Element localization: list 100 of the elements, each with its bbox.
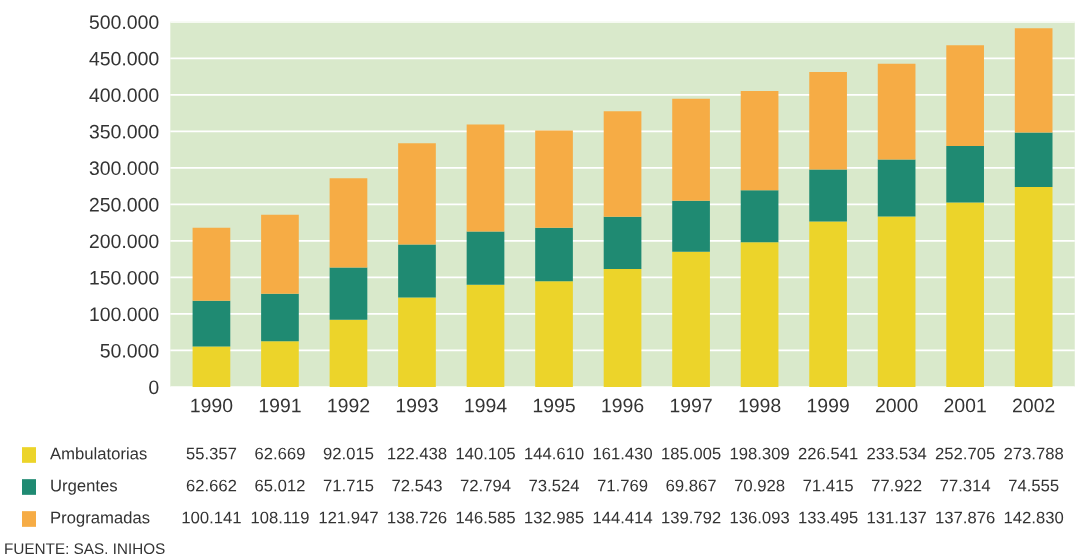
bar bbox=[740, 242, 779, 387]
data-label: 73.524 bbox=[529, 479, 580, 492]
data-label: 71.769 bbox=[597, 479, 648, 492]
bar bbox=[672, 251, 710, 387]
y-tick-label: 150.000 bbox=[90, 270, 159, 285]
data-label: 144.610 bbox=[525, 447, 584, 460]
bar bbox=[740, 190, 779, 243]
x-tick-label: 1992 bbox=[328, 398, 370, 413]
y-tick-label: 300.000 bbox=[89, 161, 159, 176]
data-label: 70.928 bbox=[734, 479, 785, 492]
data-label: 161.430 bbox=[593, 447, 653, 460]
x-tick-label: 1993 bbox=[396, 398, 438, 413]
bar bbox=[672, 200, 710, 252]
data-label: 133.495 bbox=[799, 511, 858, 524]
bar bbox=[1014, 28, 1053, 133]
y-tick-label: 100.000 bbox=[90, 307, 159, 322]
bar bbox=[603, 216, 642, 270]
bar bbox=[466, 124, 505, 232]
data-label: 132.985 bbox=[525, 511, 584, 524]
bar bbox=[192, 227, 231, 301]
x-tick-label: 1995 bbox=[533, 398, 575, 413]
source-note: FUENTE: SAS. INIHOS bbox=[5, 543, 165, 555]
bar bbox=[809, 169, 847, 222]
data-label: 100.141 bbox=[182, 511, 241, 524]
bar bbox=[398, 297, 436, 387]
data-label: 62.662 bbox=[186, 479, 237, 492]
bar bbox=[261, 341, 299, 387]
bar bbox=[261, 214, 299, 294]
bar bbox=[466, 284, 505, 387]
x-tick-label: 1997 bbox=[670, 398, 712, 413]
data-label: 62.669 bbox=[255, 447, 305, 460]
bar bbox=[809, 71, 847, 170]
data-label: 74.555 bbox=[1009, 479, 1059, 492]
bar bbox=[946, 45, 984, 146]
data-label: 108.119 bbox=[251, 511, 309, 524]
bar bbox=[329, 319, 368, 387]
x-tick-label: 1991 bbox=[259, 398, 301, 413]
x-tick-label: 2001 bbox=[944, 398, 986, 413]
bar bbox=[1014, 187, 1053, 387]
y-tick-label: 250.000 bbox=[89, 197, 159, 212]
data-label: 185.005 bbox=[662, 447, 721, 460]
bar bbox=[466, 231, 505, 285]
data-label: 77.314 bbox=[940, 479, 991, 492]
x-tick-label: 1994 bbox=[465, 398, 507, 413]
bar bbox=[877, 63, 916, 160]
data-label: 136.093 bbox=[730, 511, 789, 524]
bar bbox=[535, 227, 573, 282]
bar bbox=[261, 293, 299, 342]
x-tick-label: 1996 bbox=[602, 398, 644, 413]
y-tick-label: 450.000 bbox=[89, 51, 159, 66]
legend-label: Programadas bbox=[51, 511, 150, 527]
bar bbox=[672, 98, 710, 201]
bar bbox=[192, 346, 231, 387]
data-label: 142.830 bbox=[1004, 511, 1064, 524]
data-label: 226.541 bbox=[798, 447, 858, 460]
data-label: 69.867 bbox=[666, 479, 716, 492]
bar bbox=[809, 221, 847, 387]
data-label: 140.105 bbox=[456, 447, 515, 460]
data-label: 273.788 bbox=[1004, 447, 1064, 460]
y-tick-label: 0 bbox=[149, 380, 159, 395]
data-label: 198.309 bbox=[730, 447, 789, 460]
data-label: 138.726 bbox=[388, 511, 447, 524]
data-label: 65.012 bbox=[255, 479, 305, 492]
y-tick-label: 500.000 bbox=[89, 15, 159, 30]
y-tick-label: 200.000 bbox=[89, 234, 159, 249]
data-label: 139.792 bbox=[662, 511, 721, 524]
y-tick-label: 50.000 bbox=[100, 343, 159, 358]
bar bbox=[535, 281, 573, 387]
bar bbox=[740, 90, 779, 191]
bar bbox=[603, 111, 642, 217]
bar bbox=[329, 267, 368, 320]
data-label: 122.438 bbox=[388, 447, 447, 460]
bar bbox=[1014, 132, 1053, 188]
data-label: 146.585 bbox=[456, 511, 515, 524]
x-tick-label: 1999 bbox=[807, 398, 849, 413]
bar bbox=[946, 202, 984, 387]
data-label: 144.414 bbox=[593, 511, 653, 524]
x-tick-label: 2002 bbox=[1013, 398, 1055, 413]
bar bbox=[946, 145, 984, 203]
bar bbox=[329, 178, 368, 268]
bar bbox=[398, 244, 436, 298]
data-label: 72.794 bbox=[460, 479, 511, 492]
legend-label: Urgentes bbox=[51, 479, 118, 495]
bar bbox=[192, 300, 231, 347]
data-label: 137.876 bbox=[936, 511, 995, 524]
data-label: 121.947 bbox=[319, 511, 378, 524]
y-tick-label: 400.000 bbox=[89, 88, 159, 103]
x-tick-label: 1990 bbox=[191, 398, 233, 413]
data-label: 55.357 bbox=[186, 447, 237, 460]
data-label: 71.415 bbox=[803, 479, 853, 492]
bar bbox=[877, 159, 916, 217]
data-label: 71.715 bbox=[323, 479, 374, 492]
data-label: 92.015 bbox=[323, 447, 374, 460]
data-label: 72.543 bbox=[392, 479, 442, 492]
legend-label: Ambulatorias bbox=[50, 447, 147, 460]
bar bbox=[877, 216, 916, 387]
data-label: 131.137 bbox=[867, 511, 926, 524]
bar bbox=[535, 130, 573, 228]
bar bbox=[398, 143, 436, 245]
data-label: 77.922 bbox=[871, 479, 922, 492]
